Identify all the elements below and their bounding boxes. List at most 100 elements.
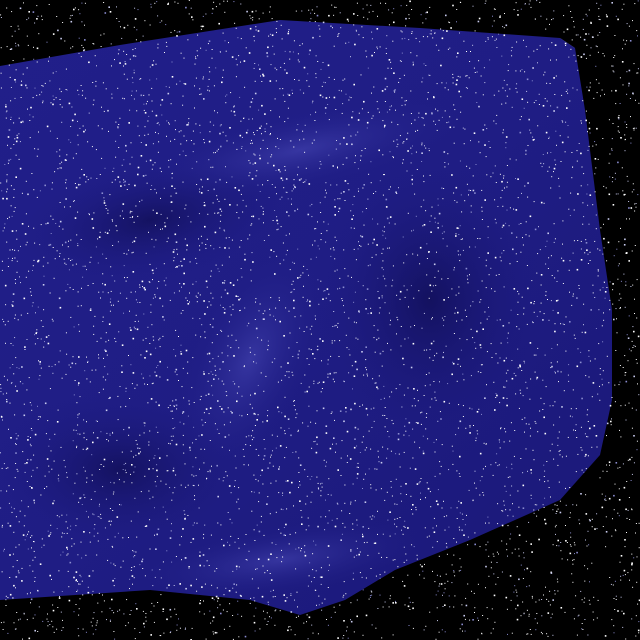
star-dot [489,59,491,61]
star-dot [234,485,235,487]
star-dot [89,214,90,216]
star-dot [547,635,549,637]
star-dot [391,285,393,287]
star-dot [93,514,95,516]
star-dot [411,123,412,125]
star-dot [438,631,440,633]
star-dot [576,504,578,506]
star-dot [320,163,322,165]
star-dot [308,364,310,365]
star-dot [239,246,241,248]
star-dot [536,376,539,379]
star-dot [476,411,479,413]
star-dot [78,37,80,39]
star-dot [227,345,229,347]
star-dot [77,554,79,556]
star-dot [66,89,68,91]
star-dot [429,6,431,8]
star-dot [439,411,441,413]
star-dot [443,351,444,353]
star-dot [200,448,202,450]
star-dot [149,498,151,500]
star-dot [505,24,508,27]
star-dot [611,181,613,183]
star-dot [382,446,384,448]
star-dot [148,444,150,446]
star-dot [256,170,258,172]
star-dot [149,159,152,162]
star-dot [225,102,227,104]
star-dot [27,44,29,46]
star-dot [123,481,125,483]
star-dot [199,399,201,401]
star-dot [325,192,327,194]
star-dot [481,206,483,208]
star-dot [286,508,288,510]
star-dot [46,458,49,460]
star-dot [131,90,133,92]
star-dot [580,240,582,242]
star-dot [554,238,556,240]
star-dot [429,349,431,351]
star-dot [431,112,433,114]
star-dot [109,11,112,13]
star-dot [439,575,441,577]
star-dot [449,47,451,49]
star-dot [560,550,562,552]
star-dot [586,44,588,46]
star-dot [527,287,529,290]
star-dot [511,552,513,554]
star-dot [85,554,87,556]
star-dot [371,624,373,626]
star-dot [157,133,159,135]
star-dot [310,18,312,20]
star-dot [274,186,276,188]
star-dot [594,173,596,175]
star-dot [76,518,78,520]
star-dot [295,451,297,453]
star-dot [213,248,215,250]
star-dot [112,432,114,434]
star-dot [435,108,436,110]
star-dot [327,223,329,225]
star-dot [421,565,423,568]
star-dot [251,178,254,180]
star-dot [10,100,12,102]
star-dot [61,161,63,163]
star-dot [582,28,584,30]
star-dot [203,533,205,535]
star-dot [487,618,489,620]
star-dot [515,608,517,610]
star-dot [470,140,471,142]
star-dot [82,628,84,630]
star-dot [407,150,409,152]
star-dot [632,347,634,348]
star-dot [193,522,195,524]
star-dot [373,420,375,422]
star-dot [464,309,466,311]
star-dot [505,142,507,144]
star-dot [175,613,177,615]
star-dot [469,246,471,248]
star-dot [101,157,103,159]
star-dot [620,405,622,407]
star-dot [76,445,78,447]
star-dot [172,418,174,419]
star-dot [474,482,475,484]
star-dot [62,22,64,23]
star-dot [287,117,289,119]
star-dot [415,509,417,511]
star-dot [238,189,240,192]
star-dot [37,589,39,591]
star-dot [515,393,517,395]
star-dot [580,248,582,250]
star-dot [102,388,104,390]
star-dot [136,608,138,610]
star-dot [175,129,176,131]
star-dot [460,502,462,504]
star-dot [264,618,266,620]
star-dot [323,81,325,83]
star-dot [498,464,500,466]
star-dot [263,240,265,241]
star-dot [437,620,438,622]
